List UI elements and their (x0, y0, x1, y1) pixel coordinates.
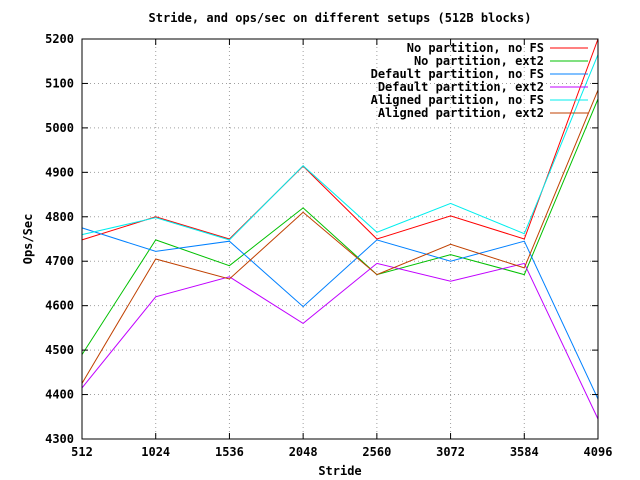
y-tick-label: 4600 (45, 299, 74, 313)
series-line-2 (81, 98, 599, 355)
series-line-1 (81, 38, 599, 241)
legend-label: Aligned partition, ext2 (378, 106, 544, 120)
x-tick-label: 3584 (510, 445, 539, 459)
y-tick-label: 4400 (45, 388, 74, 402)
legend-label: No partition, no FS (407, 41, 544, 55)
series-line-5 (81, 54, 599, 241)
legend-label: Aligned partition, no FS (371, 93, 544, 107)
y-tick-label: 5100 (45, 76, 74, 90)
legend-label: No partition, ext2 (414, 54, 544, 68)
x-tick-label: 2048 (289, 445, 318, 459)
y-tick-label: 4700 (45, 254, 74, 268)
x-tick-label: 2560 (362, 445, 391, 459)
legend-label: Default partition, ext2 (378, 80, 544, 94)
legend-label: Default partition, no FS (371, 67, 544, 81)
y-tick-label: 4500 (45, 343, 74, 357)
x-tick-labels: 512 1024 1536 2048 2560 3072 3584 4096 (71, 445, 612, 459)
series-line-3 (81, 227, 599, 400)
axis-ticks (81, 38, 599, 440)
chart-title: Stride, and ops/sec on different setups … (149, 11, 532, 25)
plot-frame (81, 38, 599, 440)
series-line-6 (81, 89, 599, 384)
y-tick-labels: 4300 4400 4500 4600 4700 4800 4900 5000 5100 5200 (45, 32, 74, 446)
x-tick-label: 4096 (584, 445, 613, 459)
x-axis-label: Stride (318, 464, 361, 478)
series-line-4 (81, 262, 599, 420)
y-tick-label: 4900 (45, 165, 74, 179)
x-tick-label: 512 (71, 445, 93, 459)
y-tick-label: 4300 (45, 432, 74, 446)
y-tick-label: 5200 (45, 32, 74, 46)
x-tick-label: 1024 (141, 445, 170, 459)
x-tick-label: 3072 (436, 445, 465, 459)
y-tick-label: 5000 (45, 121, 74, 135)
series-lines (81, 38, 599, 420)
x-tick-label: 1536 (215, 445, 244, 459)
y-axis-label: Ops/Sec (21, 214, 35, 265)
y-tick-label: 4800 (45, 210, 74, 224)
